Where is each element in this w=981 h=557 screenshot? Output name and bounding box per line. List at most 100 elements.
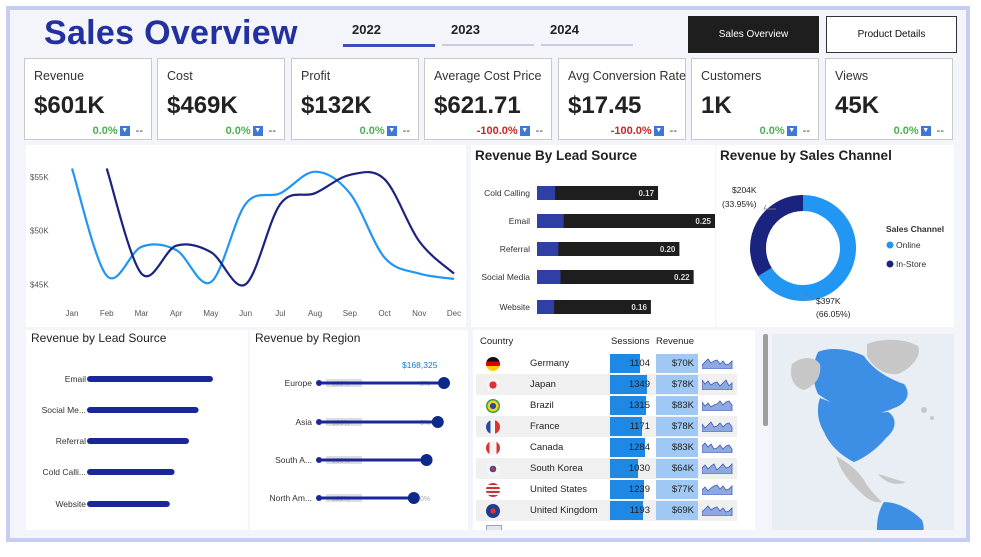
triangle-down-icon: ▼ xyxy=(920,126,931,136)
legend-online-marker xyxy=(886,241,894,249)
overflow-flag-icon xyxy=(486,525,502,530)
country-name: Japan xyxy=(530,379,556,390)
lead-source-bar-accent xyxy=(537,214,564,228)
lead-small-category-label: Social Me... xyxy=(42,405,86,415)
x-tick-label: Jan xyxy=(66,309,79,318)
kpi-card-avg-conversion-rate[interactable]: Avg Conversion Rate $17.45 -100.0% ▼ -- xyxy=(558,58,686,140)
lead-source-value-label: 0.16 xyxy=(631,303,647,312)
region-category-label: South A... xyxy=(275,455,312,465)
revenue-map-panel[interactable] xyxy=(772,334,954,530)
country-row-brazil[interactable]: Brazil 1315 $83K xyxy=(476,395,737,416)
x-tick-label: Apr xyxy=(170,309,183,318)
region-slider-start xyxy=(316,495,322,501)
kpi-card-views[interactable]: Views 45K 0.0% ▼ -- xyxy=(825,58,953,140)
kpi-value: $601K xyxy=(34,92,105,119)
table-scrollbar[interactable] xyxy=(763,334,768,426)
region-inner-right-label: 0% xyxy=(420,496,430,503)
kpi-card-average-cost-price[interactable]: Average Cost Price $621.71 -100.0% ▼ -- xyxy=(424,58,552,140)
kpi-change-percent: -100.0% xyxy=(610,125,652,137)
lead-source-value-label: 0.22 xyxy=(674,273,690,282)
map-landmass-caribbean xyxy=(878,474,906,484)
map-landmass-south-america xyxy=(876,502,924,530)
x-tick-label: Aug xyxy=(308,309,322,318)
country-row-south-korea[interactable]: South Korea 1030 $64K xyxy=(476,458,737,479)
revenue-sparkline xyxy=(702,484,733,495)
sessions-bar xyxy=(610,417,642,436)
revenue-value: $77K xyxy=(671,484,694,495)
revenue-value: $78K xyxy=(671,379,694,390)
revenue-bg xyxy=(656,501,698,520)
triangle-down-icon: ▼ xyxy=(252,126,263,136)
year-tab-2022-indicator xyxy=(343,44,435,47)
sales-overview-button[interactable]: Sales Overview xyxy=(688,16,819,53)
lead-small-category-label: Cold Calli... xyxy=(43,467,86,477)
lead-source-category-label: Social Media xyxy=(481,272,530,282)
lead-source-value-label: 0.25 xyxy=(695,217,711,226)
revenue-sparkline xyxy=(702,400,733,411)
x-tick-label: Jun xyxy=(239,309,252,318)
country-name: France xyxy=(530,421,560,432)
year-tab-2022[interactable]: 2022 xyxy=(352,22,381,37)
region-slider-handle xyxy=(431,416,444,428)
kpi-change-percent: 0.0% xyxy=(893,125,919,137)
product-details-button[interactable]: Product Details xyxy=(826,16,957,53)
kpi-change-percent: 0.0% xyxy=(92,125,118,137)
country-row-canada[interactable]: Canada 1284 $83K xyxy=(476,437,737,458)
country-row-germany[interactable]: Germany 1104 $70K xyxy=(476,353,737,374)
year-tab-2023[interactable]: 2023 xyxy=(451,22,480,37)
region-slider-handle xyxy=(407,492,420,504)
region-category-label: Europe xyxy=(285,378,313,388)
revenue-trend-panel: $55K $50K $45K Jan Feb Mar Apr May Jun Jul Aug Sep O… xyxy=(26,145,466,327)
lead-source-category-label: Referral xyxy=(500,244,530,254)
revenue-value: $70K xyxy=(671,358,694,369)
lead-source-bar-accent xyxy=(537,242,559,256)
sessions-column-header[interactable]: Sessions xyxy=(611,336,650,347)
kpi-change-tail: -- xyxy=(268,125,276,137)
kpi-card-cost[interactable]: Cost $469K 0.0% ▼ -- xyxy=(157,58,285,140)
legend-online-label: Online xyxy=(896,240,921,250)
country-row-united-states[interactable]: United States 1239 $77K xyxy=(476,479,737,500)
revenue-value: $78K xyxy=(671,421,694,432)
revenue-sparkline xyxy=(702,463,733,474)
country-row-france[interactable]: France 1171 $78K xyxy=(476,416,737,437)
flag-gb-icon xyxy=(486,504,500,518)
kpi-change: -100.0% ▼ -- xyxy=(611,125,677,137)
revenue-bg xyxy=(656,396,698,415)
sessions-value: 1104 xyxy=(629,358,650,369)
revenue-bg xyxy=(656,375,698,394)
country-name: Germany xyxy=(530,358,570,369)
x-tick-label: Oct xyxy=(378,309,391,318)
triangle-down-icon: ▼ xyxy=(519,126,530,136)
x-tick-label: Nov xyxy=(412,309,426,318)
year-tab-2024[interactable]: 2024 xyxy=(550,22,579,37)
x-tick-label: Feb xyxy=(100,309,114,318)
page-title: Sales Overview xyxy=(44,14,298,52)
country-column-header[interactable]: Country xyxy=(480,336,514,347)
revenue-map[interactable] xyxy=(772,334,954,530)
kpi-change-percent: 0.0% xyxy=(359,125,385,137)
region-slider-start xyxy=(316,457,322,463)
country-row-united-kingdom[interactable]: United Kingdom 1193 $69K xyxy=(476,500,737,521)
region-slider-handle xyxy=(420,454,433,466)
kpi-value: $621.71 xyxy=(434,92,521,119)
sessions-bar xyxy=(610,459,638,478)
revenue-value: $83K xyxy=(671,400,694,411)
kpi-change: 0.0% ▼ -- xyxy=(760,125,810,137)
kpi-card-revenue[interactable]: Revenue $601K 0.0% ▼ -- xyxy=(24,58,152,140)
year-tab-2024-underline xyxy=(541,44,633,46)
flag-de-icon xyxy=(486,357,500,371)
kpi-change-percent: 0.0% xyxy=(225,125,251,137)
lead-source-value-label: 0.20 xyxy=(660,245,676,254)
kpi-card-profit[interactable]: Profit $132K 0.0% ▼ -- xyxy=(291,58,419,140)
revenue-bg xyxy=(656,480,698,499)
lead-source-bar xyxy=(537,186,659,200)
revenue-column-header[interactable]: Revenue xyxy=(656,336,695,347)
sessions-value: 1284 xyxy=(628,442,650,453)
country-name: United Kingdom xyxy=(530,505,598,516)
lead-source-category-label: Website xyxy=(499,302,530,312)
kpi-change: 0.0% ▼ -- xyxy=(894,125,944,137)
lead-source-bar-accent xyxy=(537,300,555,314)
country-name: South Korea xyxy=(530,463,583,474)
country-row-japan[interactable]: Japan 1349 $78K xyxy=(476,374,737,395)
kpi-card-customers[interactable]: Customers 1K 0.0% ▼ -- xyxy=(691,58,819,140)
